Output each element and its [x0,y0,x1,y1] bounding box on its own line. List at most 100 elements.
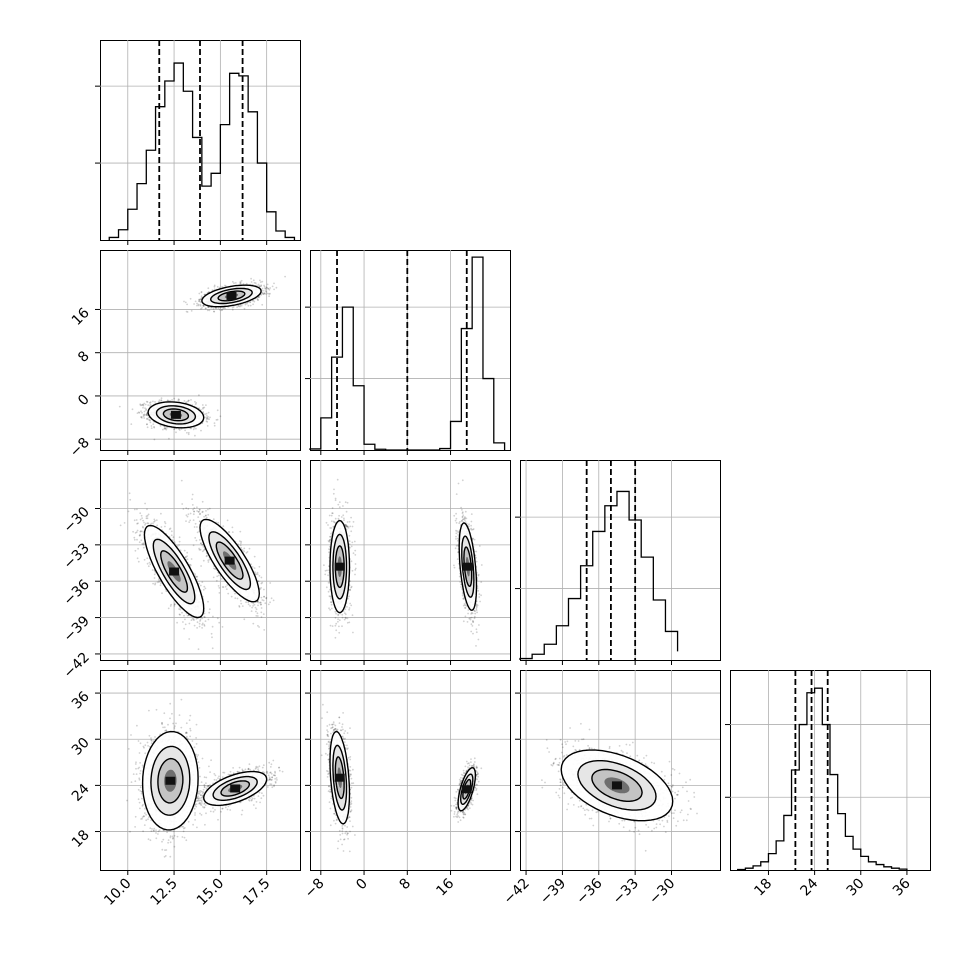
sample-point [145,409,147,412]
sample-point [201,627,204,629]
sample-point [207,287,210,290]
sample-point [147,418,150,421]
sample-point [258,565,261,568]
sample-point [240,542,242,544]
sample-point [204,620,207,622]
sample-point [178,540,181,543]
sample-point [185,507,188,510]
sample-point [184,556,187,558]
sample-point [240,279,243,282]
sample-point [153,425,155,428]
sample-point [175,431,177,434]
sample-point [143,414,146,417]
sample-point [147,565,150,568]
sample-point [260,284,263,287]
sample-point [212,308,215,310]
sample-point [140,410,142,413]
sample-point [186,551,189,554]
sample-point [185,520,187,522]
sample-point [204,416,206,419]
sample-point [146,517,149,520]
sample-point [238,305,241,308]
sample-point [199,298,202,301]
sample-point [184,623,187,626]
sample-point [146,562,149,565]
sample-point [157,400,160,403]
density-peak [226,291,237,300]
sample-point [170,603,173,606]
sample-point [139,404,142,407]
sample-point [200,307,202,310]
sample-point [139,530,142,532]
panel-frame-1-1 [310,250,511,451]
sample-point [140,416,143,418]
sample-point [179,613,181,616]
panel-frames [100,40,931,871]
sample-point [261,291,264,294]
sample-point [247,304,250,307]
sample-point [197,304,200,307]
sample-point [142,406,144,409]
sample-point [131,408,134,411]
sample-point [197,648,200,651]
sample-point [143,558,146,561]
sample-point [263,284,265,287]
sample-point [128,492,131,495]
sample-point [199,620,201,622]
sample-point [153,426,156,429]
sample-point [127,510,130,513]
sample-point [204,413,206,416]
sample-point [208,309,211,312]
sample-point [141,411,143,414]
sample-point [211,625,214,628]
sample-point [206,421,209,423]
sample-point [194,403,197,405]
sample-point [154,401,156,403]
sample-point [208,608,211,611]
sample-point [151,569,154,571]
sample-point [253,281,256,284]
sample-point [250,281,253,283]
panel-frame-3-2 [520,670,721,871]
sample-point [147,522,150,525]
sample-point [250,277,253,280]
sample-point [195,427,197,430]
sample-point [183,300,185,303]
sample-point [241,605,244,607]
sample-point [198,625,201,628]
sample-point [254,571,256,574]
sample-point [170,530,173,533]
sample-point [178,608,181,610]
sample-point [212,518,215,521]
sample-point [202,559,205,562]
sample-point [207,600,209,603]
sample-point [219,415,222,418]
sample-point [145,408,148,410]
sample-point [203,623,206,626]
sample-point [184,429,187,432]
sample-point [206,415,208,417]
sample-point [143,410,146,413]
sample-point [152,582,155,585]
sample-point [217,307,220,310]
sample-point [230,595,233,598]
sample-point [209,416,211,419]
sample-point [236,306,239,308]
sample-point [181,503,184,505]
sample-point [161,592,163,595]
sample-point [162,428,164,431]
sample-point [137,522,139,525]
sample-point [143,543,146,545]
sample-point [203,585,206,588]
sample-point [138,541,141,544]
sample-point [188,638,191,640]
sample-point [186,431,188,434]
sample-point [170,534,173,537]
sample-point [137,411,140,414]
sample-point [266,292,269,295]
sample-point [201,404,204,406]
sample-point [201,581,204,583]
sample-point [200,291,203,294]
sample-point [144,407,146,409]
panel-frame-2-1 [310,460,511,661]
